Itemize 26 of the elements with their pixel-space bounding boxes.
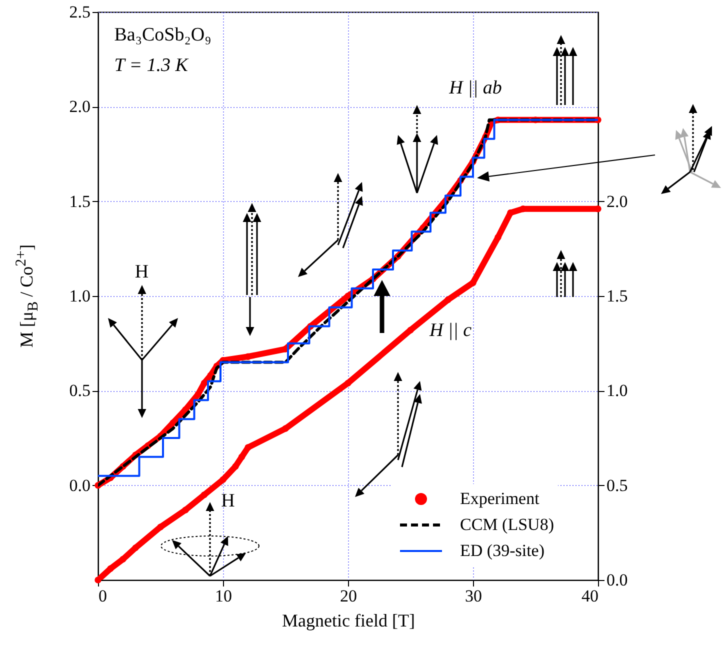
y-tick-label: 0.0 <box>69 476 90 495</box>
y2-tick-label: 2.0 <box>606 192 628 211</box>
y-tick-label: 1.5 <box>69 192 90 211</box>
legend-label: ED (39-site) <box>460 540 545 562</box>
legend-label: Experiment <box>460 488 540 510</box>
y2-tick-label: 0.0 <box>606 570 628 590</box>
y2-tick-label: 0.5 <box>606 476 628 495</box>
annotation: H <box>221 490 236 512</box>
x-axis-title: Magnetic field [T] <box>282 610 415 630</box>
annotation: H || ab <box>448 78 502 99</box>
annotation: H || c <box>428 320 472 342</box>
x-tick-label: 20 <box>340 586 357 606</box>
y-tick-label: 0.5 <box>69 381 90 400</box>
y2-tick-label: 1.5 <box>606 286 628 306</box>
y2-tick-label: 1.0 <box>606 381 628 400</box>
y-tick-label: 1.0 <box>69 286 90 306</box>
x-tick-label: 10 <box>215 586 232 606</box>
x-tick-label: 30 <box>465 586 482 606</box>
x-tick-label: 0 <box>98 586 107 606</box>
legend-label: CCM (LSU8) <box>460 514 554 536</box>
y-tick-label: 2.0 <box>69 97 90 116</box>
annotation: H <box>134 261 149 282</box>
y-tick-label: 2.5 <box>69 2 90 22</box>
annotation: Ba₃CoSb₂O₉ <box>114 24 212 46</box>
annotation: T = 1.3 K <box>114 55 190 76</box>
x-tick-label: 40 <box>582 586 598 606</box>
